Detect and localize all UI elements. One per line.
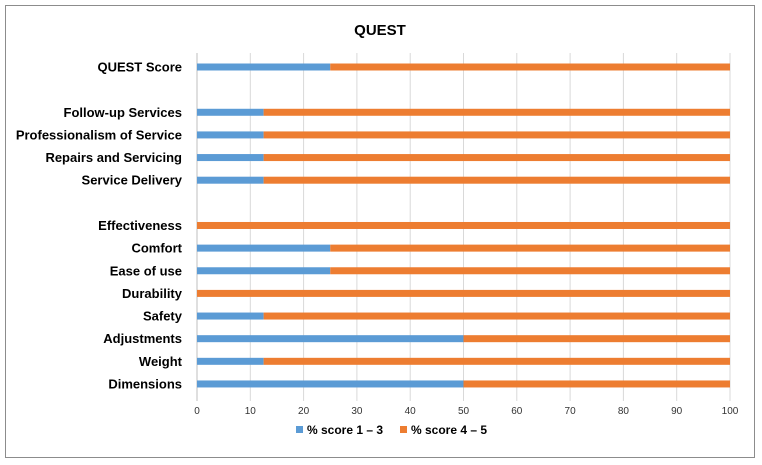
bar-score-4-5-7 [197,221,730,229]
bar-score-1-3-0 [197,63,331,71]
x-tick-label-80: 80 [618,406,630,417]
category-label-quest-score: QUEST Score [97,60,182,75]
category-label-adjustments: Adjustments [103,331,182,346]
bar-score-4-5-2 [263,108,730,116]
category-label-durability: Durability [122,286,183,301]
x-tick-label-60: 60 [511,406,523,417]
bar-score-4-5-12 [463,335,730,343]
category-label-dimensions: Dimensions [108,376,182,391]
bar-score-1-3-9 [197,267,331,275]
bar-score-1-3-8 [197,244,331,252]
x-tick-label-100: 100 [722,406,739,417]
x-tick-label-50: 50 [458,406,470,417]
category-label-follow-up-services: Follow-up Services [64,105,182,120]
bar-score-4-5-5 [263,176,730,184]
bar-score-1-3-4 [197,154,264,162]
legend-swatch-score-4-5 [400,426,407,433]
bar-score-4-5-9 [330,267,730,275]
category-label-service-delivery: Service Delivery [82,173,183,188]
legend-label-score-4-5: % score 4 – 5 [411,423,487,437]
category-label-comfort: Comfort [131,241,182,256]
category-labels: QUEST Score Follow-up Services Professiona… [16,60,183,392]
bar-score-4-5-10 [197,289,730,297]
bar-score-1-3-2 [197,108,264,116]
category-label-professionalism-of-service: Professionalism of Service [16,127,182,142]
legend: % score 1 – 3 % score 4 – 5 [296,423,487,437]
bar-score-1-3-5 [197,176,264,184]
stacked-bar-chart: QUEST QUEST Score Follow-up Services Profe… [16,22,739,437]
bar-score-4-5-0 [330,63,730,71]
category-label-safety: Safety [143,309,183,324]
bar-score-1-3-11 [197,312,264,320]
x-tick-label-20: 20 [298,406,310,417]
x-axis-ticks: 0 10 20 30 40 50 60 70 80 90 100 [194,406,739,417]
chart-title: QUEST [354,22,406,39]
x-tick-label-40: 40 [405,406,417,417]
legend-swatch-score-1-3 [296,426,303,433]
x-tick-label-10: 10 [245,406,257,417]
bars [197,63,730,388]
bar-score-4-5-13 [263,357,730,365]
x-tick-label-30: 30 [351,406,363,417]
x-tick-label-70: 70 [565,406,577,417]
category-label-effectiveness: Effectiveness [98,218,182,233]
bar-score-4-5-4 [263,154,730,162]
bar-score-1-3-13 [197,357,264,365]
bar-score-1-3-14 [197,380,464,388]
bar-score-4-5-3 [263,131,730,139]
x-tick-label-0: 0 [194,406,200,417]
bar-score-1-3-12 [197,335,464,343]
legend-label-score-1-3: % score 1 – 3 [307,423,383,437]
category-label-weight: Weight [139,354,183,369]
bar-score-1-3-3 [197,131,264,139]
chart-frame: QUEST QUEST Score Follow-up Services Profe… [5,5,755,458]
x-tick-label-90: 90 [671,406,683,417]
bar-score-4-5-8 [330,244,730,252]
category-label-repairs-and-servicing: Repairs and Servicing [45,150,182,165]
category-label-ease-of-use: Ease of use [110,263,182,278]
bar-score-4-5-14 [463,380,730,388]
bar-score-4-5-11 [263,312,730,320]
